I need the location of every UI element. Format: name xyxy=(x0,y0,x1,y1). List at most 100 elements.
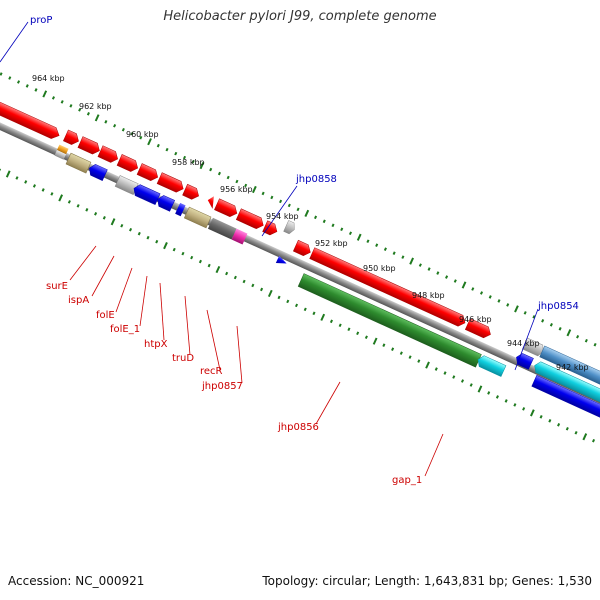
scale-tick xyxy=(495,395,499,399)
leader-ispA xyxy=(91,255,115,297)
scale-label: 948 kbp xyxy=(412,291,445,300)
gene-arrow[interactable] xyxy=(262,220,280,237)
accession-text: Accession: NC_000921 xyxy=(8,574,145,588)
gene-arrow[interactable] xyxy=(136,163,160,183)
gene-box[interactable] xyxy=(207,217,237,240)
gene-box[interactable] xyxy=(56,144,69,155)
gene-arrow[interactable] xyxy=(514,352,534,370)
leader-recR xyxy=(206,309,221,371)
scale-tick xyxy=(294,303,299,308)
gene-arrow[interactable] xyxy=(292,239,313,258)
gene-box[interactable] xyxy=(539,345,600,396)
scale-tick xyxy=(251,283,255,288)
scale-tick xyxy=(296,207,300,212)
gene-arrow[interactable] xyxy=(275,255,288,267)
scale-tick xyxy=(242,279,246,284)
gene-arrow[interactable] xyxy=(77,136,102,157)
gene-label-jhp0858[interactable]: jhp0858 xyxy=(295,174,337,185)
scale-tick xyxy=(147,138,152,146)
gene-label-recR[interactable]: recR xyxy=(200,366,223,377)
scale-tick xyxy=(252,185,257,194)
scale-tick xyxy=(461,281,467,289)
gene-arrow[interactable] xyxy=(531,374,600,422)
gene-arrow[interactable] xyxy=(97,145,120,165)
scale-tick xyxy=(391,347,395,351)
gene-arrow[interactable] xyxy=(464,318,493,340)
scale-tick xyxy=(312,311,316,316)
reverse-strand-features xyxy=(54,144,600,422)
scale-tick xyxy=(139,135,143,140)
gene-label-folE_1[interactable]: folE_1 xyxy=(110,324,140,335)
gene-label-ispA[interactable]: ispA xyxy=(68,295,89,306)
gene-label-truD[interactable]: truD xyxy=(172,353,194,364)
scale-tick xyxy=(409,257,414,265)
gene-arrow[interactable] xyxy=(63,129,81,147)
scale-tick xyxy=(181,251,185,256)
scale-tick xyxy=(549,323,553,327)
scale-tick xyxy=(443,371,447,375)
scale-label: 950 kbp xyxy=(363,264,396,273)
gene-label-surE[interactable]: surE xyxy=(46,281,68,292)
gene-arrow[interactable] xyxy=(131,183,161,206)
scale-tick xyxy=(558,327,562,331)
scale-tick xyxy=(340,227,344,232)
gene-arrow[interactable] xyxy=(205,195,217,209)
scale-tick xyxy=(32,184,36,188)
gene-arrow[interactable] xyxy=(182,183,202,201)
scale-tick xyxy=(445,275,449,279)
gene-label-gap_1[interactable]: gap_1 xyxy=(392,475,422,486)
scale-tick xyxy=(5,170,11,178)
scale-tick xyxy=(235,179,239,184)
scale-tick xyxy=(76,204,80,208)
gene-box[interactable] xyxy=(54,150,67,160)
gene-arrow[interactable] xyxy=(214,198,239,219)
gene-arrow[interactable] xyxy=(476,354,507,377)
scale-tick xyxy=(225,271,229,276)
gene-label-htpX[interactable]: htpX xyxy=(144,339,168,350)
gene-arrow[interactable] xyxy=(87,163,108,181)
scale-tick xyxy=(207,263,211,268)
leader-htpX xyxy=(159,282,165,341)
scale-tick xyxy=(314,215,318,220)
scale-tick xyxy=(130,131,134,136)
scale-tick xyxy=(479,291,484,295)
scale-tick xyxy=(399,351,403,355)
genome-summary-text: Topology: circular; Length: 1,643,831 bp… xyxy=(262,574,592,588)
gene-label-jhp0856[interactable]: jhp0856 xyxy=(277,422,319,433)
gene-arrow[interactable] xyxy=(156,172,186,195)
scale-tick xyxy=(530,409,535,417)
gene-arrow[interactable] xyxy=(116,154,140,173)
gene-label-jhp0854[interactable]: jhp0854 xyxy=(537,301,579,312)
gene-label-folE[interactable]: folE xyxy=(96,310,115,321)
scale-tick xyxy=(67,200,71,204)
gene-arrow[interactable] xyxy=(235,208,266,231)
leader-truD xyxy=(184,295,191,356)
scale-tick xyxy=(471,287,475,291)
gene-arrow[interactable] xyxy=(0,101,62,141)
scale-tick xyxy=(557,423,561,427)
scale-tick xyxy=(16,80,21,84)
scale-tick xyxy=(129,227,133,232)
leader-surE xyxy=(69,245,97,281)
scale-tick xyxy=(94,212,98,216)
gene-arrow[interactable] xyxy=(283,220,297,235)
gene-box[interactable] xyxy=(65,152,92,174)
gene-box[interactable] xyxy=(175,202,186,217)
scale-tick xyxy=(104,120,108,124)
gene-arrow[interactable] xyxy=(155,194,176,212)
scale-tick xyxy=(382,343,386,347)
gene-label-proP[interactable]: proP xyxy=(30,15,52,26)
scale-label: 946 kbp xyxy=(459,315,492,324)
scale-tick xyxy=(565,427,569,431)
gene-label-jhp0857[interactable]: jhp0857 xyxy=(201,381,243,392)
scale-tick xyxy=(383,247,387,251)
scale-tick xyxy=(356,331,360,336)
gene-box[interactable] xyxy=(183,206,212,229)
scale-tick xyxy=(233,275,237,280)
gene-arrow[interactable] xyxy=(309,247,468,329)
scale-tick xyxy=(452,375,456,379)
gene-box[interactable] xyxy=(231,228,248,245)
scale-tick xyxy=(69,104,73,108)
leader-proP xyxy=(0,21,29,63)
scale-label: 956 kbp xyxy=(220,185,253,194)
